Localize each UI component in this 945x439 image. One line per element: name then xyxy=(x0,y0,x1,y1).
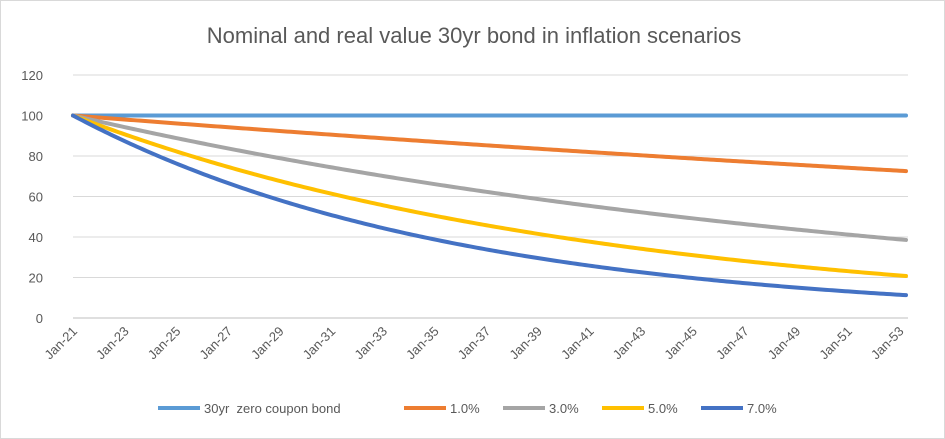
x-tick-label: Jan-33 xyxy=(351,324,390,363)
chart-title: Nominal and real value 30yr bond in infl… xyxy=(207,23,741,48)
x-tick-label: Jan-37 xyxy=(455,324,494,363)
legend-label: 1.0% xyxy=(450,401,480,416)
x-tick-label: Jan-31 xyxy=(300,324,339,363)
series-line-5-0- xyxy=(71,113,908,279)
x-tick-label: Jan-25 xyxy=(145,324,184,363)
series-lines xyxy=(71,113,908,298)
x-tick-label: Jan-43 xyxy=(610,324,649,363)
x-tick-label: Jan-41 xyxy=(558,324,597,363)
y-tick-label: 60 xyxy=(29,190,43,205)
x-tick-label: Jan-23 xyxy=(93,324,132,363)
x-tick-label: Jan-45 xyxy=(661,324,700,363)
series-line-3-0- xyxy=(71,113,908,242)
x-tick-label: Jan-49 xyxy=(765,324,804,363)
x-tick-label: Jan-39 xyxy=(506,324,545,363)
y-axis: 0 20 40 60 80 100 120 xyxy=(21,68,43,326)
y-tick-label: 40 xyxy=(29,230,43,245)
x-tick-label: Jan-35 xyxy=(403,324,442,363)
y-tick-label: 0 xyxy=(36,311,43,326)
x-axis: Jan-21 Jan-23 Jan-25 Jan-27 Jan-29 Jan-31 Jan-… xyxy=(41,324,906,363)
series-line-1-0- xyxy=(71,113,908,174)
legend-label: 30yr zero coupon bond xyxy=(204,401,341,416)
x-tick-label: Jan-51 xyxy=(816,324,855,363)
legend: 30yr zero coupon bond 1.0% 3.0% 5.0% 7.0% xyxy=(158,401,777,416)
series-line-7-0- xyxy=(71,113,908,298)
y-tick-label: 20 xyxy=(29,271,43,286)
legend-label: 3.0% xyxy=(549,401,579,416)
x-tick-label: Jan-29 xyxy=(248,324,287,363)
x-tick-label: Jan-21 xyxy=(41,324,80,363)
x-tick-label: Jan-27 xyxy=(196,324,235,363)
gridlines xyxy=(73,74,908,319)
legend-label: 5.0% xyxy=(648,401,678,416)
y-tick-label: 80 xyxy=(29,149,43,164)
legend-label: 7.0% xyxy=(747,401,777,416)
y-tick-label: 100 xyxy=(21,109,43,124)
x-tick-label: Jan-53 xyxy=(868,324,907,363)
x-tick-label: Jan-47 xyxy=(713,324,752,363)
y-tick-label: 120 xyxy=(21,68,43,83)
